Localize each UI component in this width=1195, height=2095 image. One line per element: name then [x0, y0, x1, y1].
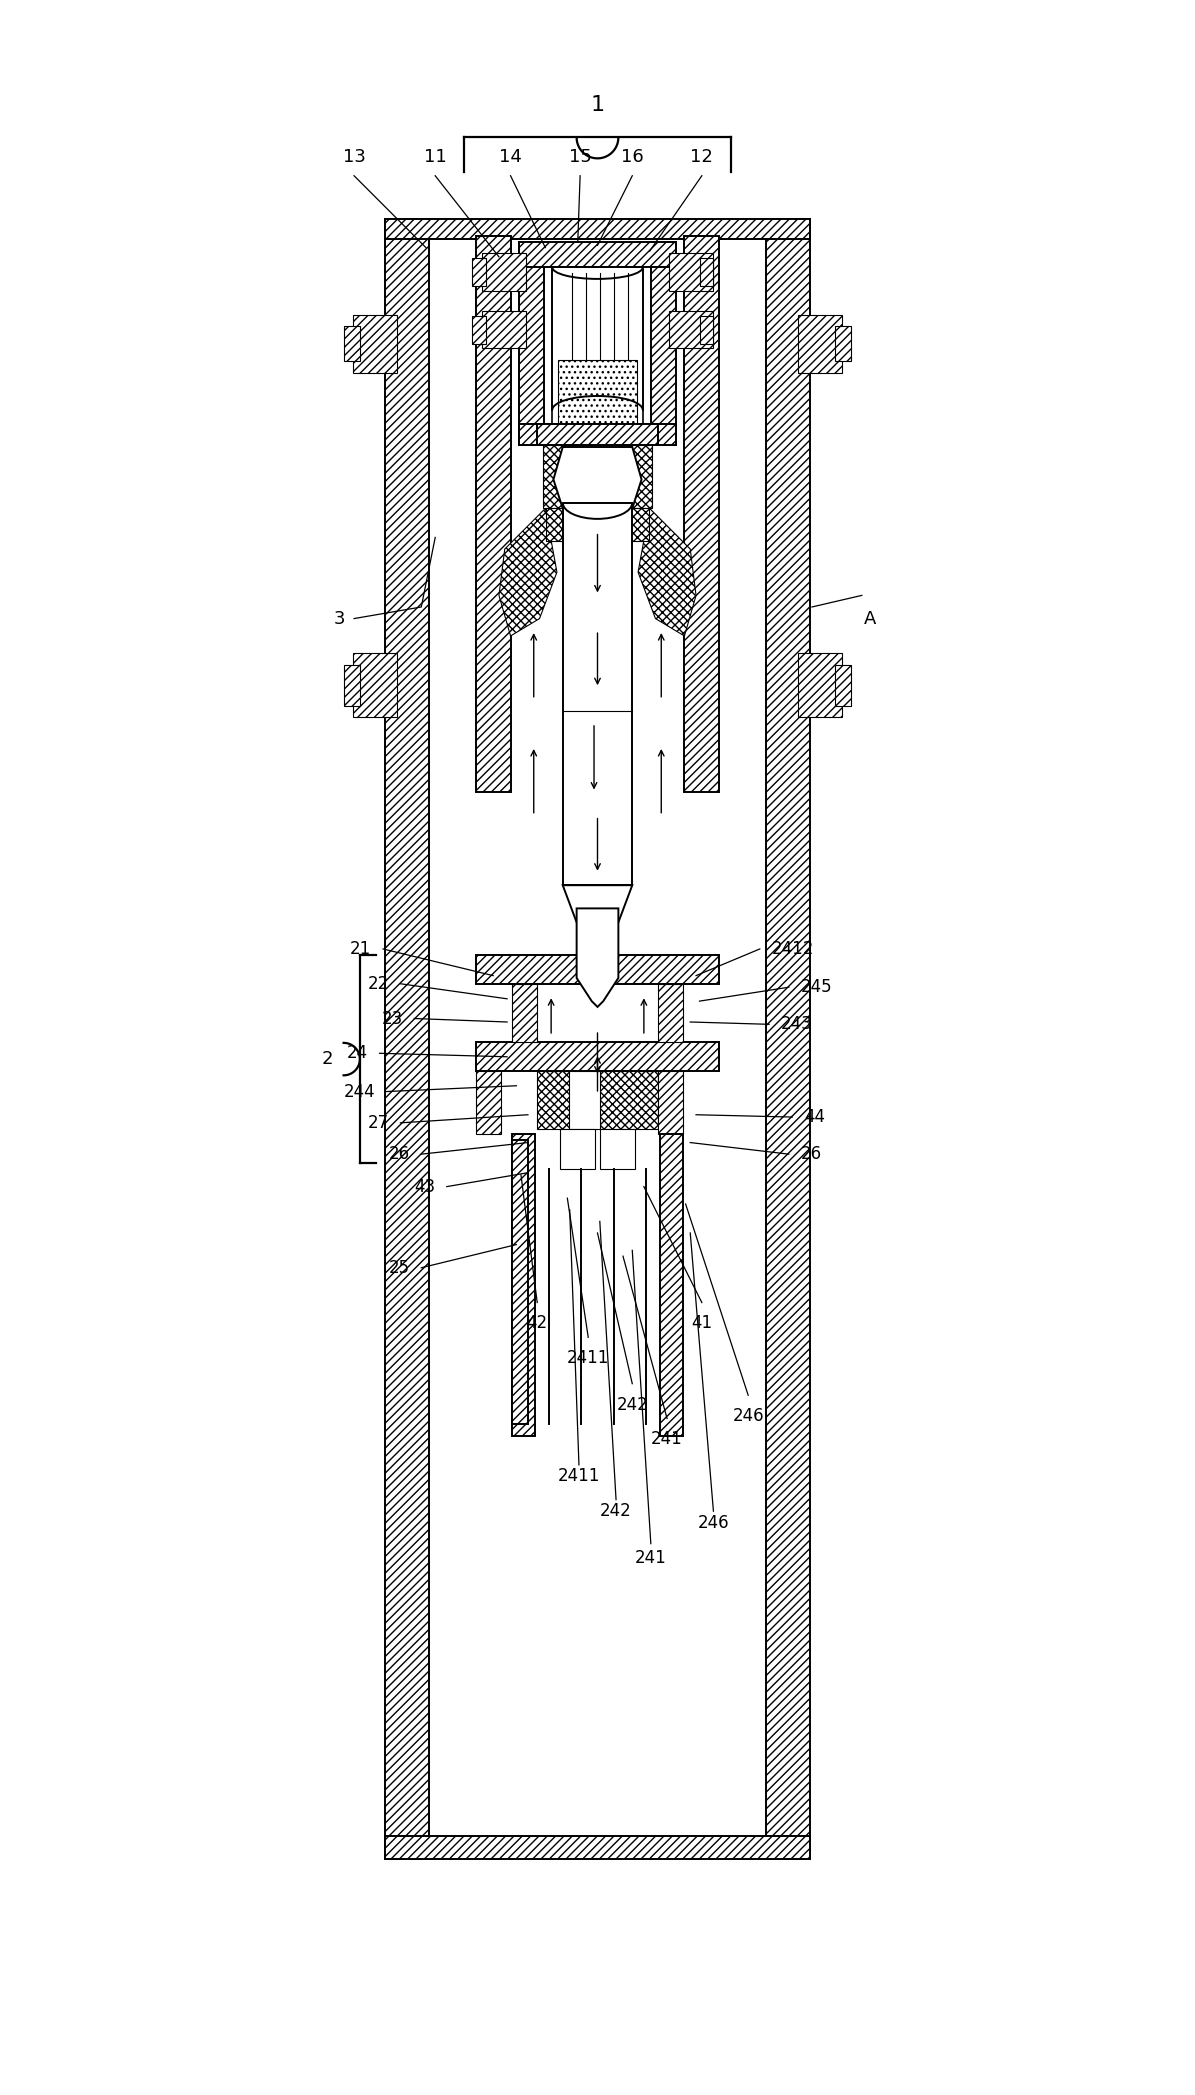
Text: 242: 242 — [600, 1502, 632, 1521]
Text: 22: 22 — [368, 974, 388, 993]
Text: 43: 43 — [415, 1177, 435, 1196]
Bar — [511, 1140, 528, 1425]
Bar — [657, 985, 684, 1041]
Bar — [482, 253, 526, 291]
Bar — [835, 327, 851, 360]
Bar — [600, 1071, 657, 1129]
Polygon shape — [553, 446, 642, 509]
Bar — [669, 253, 713, 291]
Text: 14: 14 — [500, 149, 522, 166]
Bar — [546, 509, 572, 541]
Bar — [476, 1071, 501, 1135]
Bar — [511, 985, 538, 1041]
Bar — [476, 237, 510, 792]
Text: 1: 1 — [590, 94, 605, 115]
Text: 16: 16 — [621, 149, 644, 166]
Bar — [353, 314, 397, 373]
Bar — [558, 360, 637, 429]
Bar — [766, 218, 810, 1858]
Text: A: A — [864, 610, 876, 628]
Bar — [600, 1129, 635, 1169]
Text: 242: 242 — [617, 1395, 648, 1414]
Text: 23: 23 — [381, 1010, 403, 1027]
Bar — [519, 423, 676, 444]
Text: 244: 244 — [343, 1083, 375, 1100]
Bar — [538, 423, 657, 444]
Bar — [798, 314, 842, 373]
Polygon shape — [577, 909, 618, 1008]
Bar — [385, 1835, 810, 1858]
Bar — [385, 218, 429, 1858]
Bar — [660, 1135, 684, 1435]
Bar — [563, 503, 632, 886]
Text: 15: 15 — [569, 149, 592, 166]
Text: 241: 241 — [635, 1548, 667, 1567]
Text: 41: 41 — [691, 1314, 712, 1332]
Text: 2412: 2412 — [772, 941, 814, 957]
Text: 25: 25 — [388, 1259, 410, 1276]
Bar — [835, 664, 851, 706]
Bar — [699, 258, 713, 285]
Polygon shape — [500, 509, 557, 637]
Text: 13: 13 — [343, 149, 366, 166]
Text: 11: 11 — [424, 149, 447, 166]
Bar — [519, 241, 544, 444]
Bar — [569, 1071, 626, 1129]
Bar — [798, 654, 842, 716]
Bar — [651, 241, 676, 444]
Polygon shape — [588, 936, 607, 972]
Text: 21: 21 — [350, 941, 372, 957]
Text: 245: 245 — [801, 978, 832, 997]
Text: 24: 24 — [347, 1043, 368, 1062]
Text: 12: 12 — [691, 149, 713, 166]
Bar — [482, 312, 526, 348]
Bar — [669, 312, 713, 348]
Text: 243: 243 — [780, 1016, 813, 1033]
Bar — [623, 509, 649, 541]
Bar — [476, 1041, 719, 1071]
Bar — [560, 1129, 595, 1169]
Polygon shape — [638, 509, 695, 637]
Bar — [615, 444, 652, 509]
Bar — [657, 1071, 684, 1135]
Text: 44: 44 — [804, 1108, 825, 1125]
Text: 2: 2 — [321, 1050, 333, 1068]
Text: 26: 26 — [388, 1146, 410, 1163]
Text: 42: 42 — [527, 1314, 547, 1332]
Polygon shape — [563, 886, 632, 978]
Bar — [519, 241, 676, 268]
Bar — [685, 237, 719, 792]
Bar — [476, 955, 719, 985]
Bar — [472, 258, 486, 285]
Text: 241: 241 — [651, 1431, 682, 1448]
Bar — [511, 1135, 535, 1435]
Text: 3: 3 — [333, 610, 345, 628]
Text: 246: 246 — [733, 1408, 764, 1425]
Text: 26: 26 — [801, 1146, 821, 1163]
Bar — [344, 664, 360, 706]
Text: 2411: 2411 — [568, 1349, 609, 1368]
Text: 246: 246 — [698, 1515, 729, 1531]
Bar — [353, 654, 397, 716]
Bar — [538, 1071, 595, 1129]
Bar — [472, 316, 486, 344]
Bar — [385, 218, 810, 239]
Text: 27: 27 — [368, 1115, 388, 1131]
Bar — [699, 316, 713, 344]
Bar — [344, 327, 360, 360]
Text: 2411: 2411 — [558, 1466, 600, 1485]
Bar — [543, 444, 580, 509]
